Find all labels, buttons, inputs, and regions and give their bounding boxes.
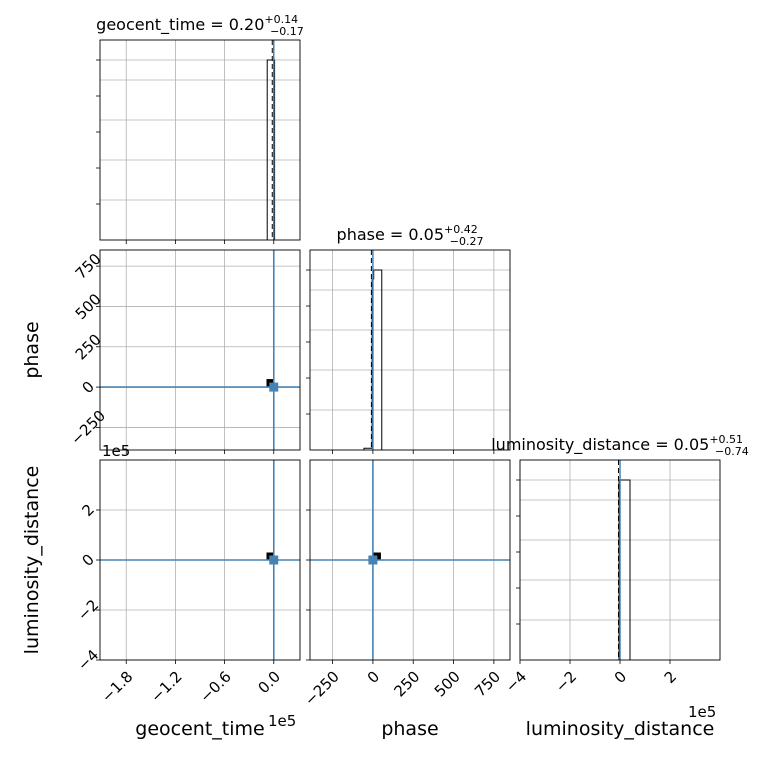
panel-frame (99, 459, 301, 661)
x-tick-label-luminosity-distance: −2 (552, 668, 580, 696)
x-tick-label-phase: 500 (431, 668, 464, 701)
title-geocent-time: geocent_time = 0.20+0.14 −0.17 (96, 13, 304, 38)
y-tick-label-phase: 0 (78, 378, 97, 397)
panel-frame (309, 249, 511, 451)
y-tick-label-luminosity-distance: −2 (74, 596, 102, 624)
truth-marker (269, 382, 279, 392)
y-tick-label-luminosity-distance: −4 (74, 646, 102, 674)
y-axis-label-luminosity-distance: luminosity_distance (21, 466, 43, 655)
title-phase: phase = 0.05+0.42 −0.27 (337, 223, 484, 248)
x-axis-label-luminosity-distance: luminosity_distance (526, 718, 715, 740)
x-tick-label-phase: −250 (301, 668, 343, 710)
title-luminosity-distance: luminosity_distance = 0.05+0.51 −0.74 (491, 433, 749, 458)
panel-luminosity-distance-vs-geocent-time (96, 459, 301, 664)
x-tick-label-geocent-time: −1.2 (147, 668, 185, 706)
x-tick-label-geocent-time: −1.8 (98, 668, 136, 706)
title-plus-error: +0.51 (709, 433, 743, 446)
panel-phase-vs-geocent-time (96, 249, 301, 454)
truth-marker (368, 555, 378, 565)
panel-frame (309, 459, 511, 661)
x-tick-label-geocent-time: 0.0 (254, 668, 284, 698)
x-tick-label-phase: 0 (364, 668, 383, 687)
x-tick-label-luminosity-distance: 0 (611, 668, 630, 687)
title-value: geocent_time = 0.20 (96, 15, 264, 35)
title-plus-error: +0.42 (444, 223, 478, 236)
title-value: phase = 0.05 (337, 225, 444, 244)
x-tick-label-luminosity-distance: 2 (661, 668, 680, 687)
x-tick-label-luminosity-distance: −4 (502, 668, 530, 696)
x-tick-label-phase: 750 (471, 668, 504, 701)
title-minus-error: −0.27 (450, 235, 484, 248)
x-tick-label-phase: 250 (390, 668, 423, 701)
panel-frame (99, 249, 301, 451)
y-tick-label-luminosity-distance: 2 (78, 500, 97, 519)
panel-geocent-time-vs-geocent-time (96, 39, 301, 244)
title-plus-error: +0.14 (264, 13, 298, 26)
title-value: luminosity_distance = 0.05 (491, 435, 709, 455)
panel-luminosity-distance-vs-luminosity-distance (516, 459, 721, 664)
panel-luminosity-distance-vs-phase (306, 459, 511, 664)
x-axis-label-geocent-time: geocent_time (135, 718, 264, 740)
y-axis-label-phase: phase (21, 321, 43, 378)
y-tick-label-luminosity-distance: 0 (78, 550, 97, 569)
x-scale-offset-label-geocent-time: 1e5 (268, 712, 296, 730)
x-scale-offset-label-luminosity-distance: 1e5 (688, 703, 716, 721)
panel-phase-vs-phase (306, 249, 511, 454)
truth-marker (269, 555, 279, 565)
y-scale-offset-label: 1e5 (102, 442, 130, 460)
title-minus-error: −0.17 (270, 25, 304, 38)
title-minus-error: −0.74 (715, 445, 749, 458)
panel-frame (519, 459, 721, 661)
x-tick-label-geocent-time: −0.6 (196, 668, 234, 706)
x-axis-label-phase: phase (381, 718, 438, 740)
panel-frame (99, 39, 301, 241)
